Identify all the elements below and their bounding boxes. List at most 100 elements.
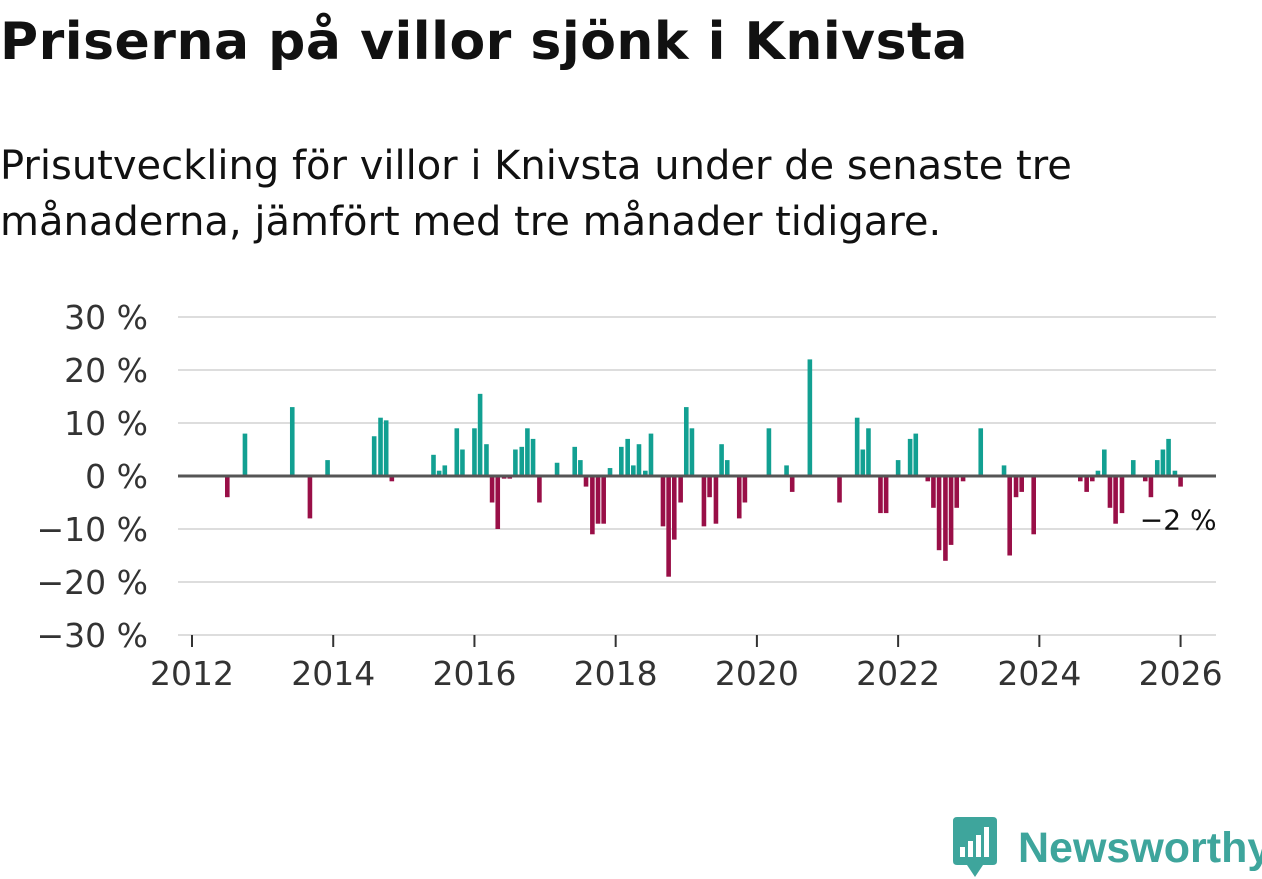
bar [619,446,624,476]
y-axis-ticks: 30 % 20 % 10 % 0 % −10 % −20 % −30 % [37,298,149,655]
annotations: −2 % [1140,504,1217,537]
bar [701,476,707,527]
bar [530,438,536,476]
bar [578,460,583,476]
bar [954,476,960,508]
bar [1148,476,1154,498]
bar [572,446,578,476]
y-tick-label: 20 % [64,351,148,390]
bar [436,470,442,476]
bar [736,476,742,519]
x-tick-label: 2022 [856,654,940,693]
chart-subtitle: Prisutveckling för villor i Knivsta unde… [0,143,1072,245]
bar [948,476,954,545]
bar [389,476,395,482]
bar [648,433,654,476]
x-tick-label: 2014 [291,654,375,693]
bar [525,428,530,476]
bar [1001,465,1007,476]
bar [925,476,931,482]
bar [1160,449,1166,476]
bar [1078,476,1083,482]
y-tick-label: −30 % [37,616,149,655]
bar [460,449,465,476]
bar [1107,476,1113,508]
y-tick-label: −20 % [37,563,149,602]
bar [454,428,460,476]
bar [601,476,606,524]
bar [537,476,542,503]
x-tick-label: 2016 [432,654,516,693]
price-change-bar-chart: 30 %20 %10 %0 %−10 %−20 %−30 % 2012 2014 2… [37,298,1223,693]
bar [883,476,889,514]
bar [431,454,436,476]
bar [936,476,942,551]
x-tick-label: 2020 [715,654,799,693]
bar [837,476,842,503]
bar [595,476,601,524]
bar [590,476,595,535]
bars [225,359,1183,577]
bar [1172,470,1178,476]
bar [1013,476,1019,498]
bar [307,476,313,519]
bar [878,476,883,514]
bar [678,476,683,503]
bar [1119,476,1125,514]
bar [607,468,613,476]
bar [325,460,330,476]
bar [724,460,730,476]
bar [660,476,666,527]
bar [371,436,377,476]
bar [643,470,648,476]
bar [519,446,525,476]
bar [943,476,948,561]
bar [225,476,230,498]
bar [1166,438,1171,476]
bar [513,449,518,476]
bar [1113,476,1118,524]
bar [719,444,724,476]
brand-name: Newsworthy [1018,823,1262,872]
bar [860,449,866,476]
bar [1130,460,1136,476]
bar [1095,470,1101,476]
bar [1102,449,1107,476]
bar [1090,476,1095,482]
bar [784,465,789,476]
x-tick-label: 2024 [997,654,1081,693]
bar [960,476,966,482]
bar [895,460,901,476]
x-axis-ticks: 2012 2014 2016 2018 2020 2022 2024 2026 [150,634,1223,693]
bar [495,476,501,529]
bar [866,428,871,476]
bar [1142,476,1148,482]
bar [766,428,772,476]
bar [383,420,389,476]
bar [583,476,589,487]
bar [689,428,695,476]
bar [636,444,642,476]
bar [707,476,712,498]
bar [484,444,489,476]
bar [242,433,248,476]
newsworthy-logo-icon [953,817,997,877]
bar [978,428,984,476]
bar [472,428,477,476]
bar [666,476,671,577]
x-tick-label: 2026 [1139,654,1223,693]
bar [913,433,919,476]
y-tick-label: 10 % [64,404,148,443]
bar [854,417,860,476]
bar [683,407,689,476]
bar [289,407,295,476]
bar [1178,476,1183,487]
bar [625,438,630,476]
bar [1007,476,1012,556]
bar [807,359,813,476]
bar [1031,476,1036,535]
bar [1019,476,1024,492]
bar [489,476,495,503]
y-tick-label: 30 % [64,298,148,337]
bar [789,476,795,492]
